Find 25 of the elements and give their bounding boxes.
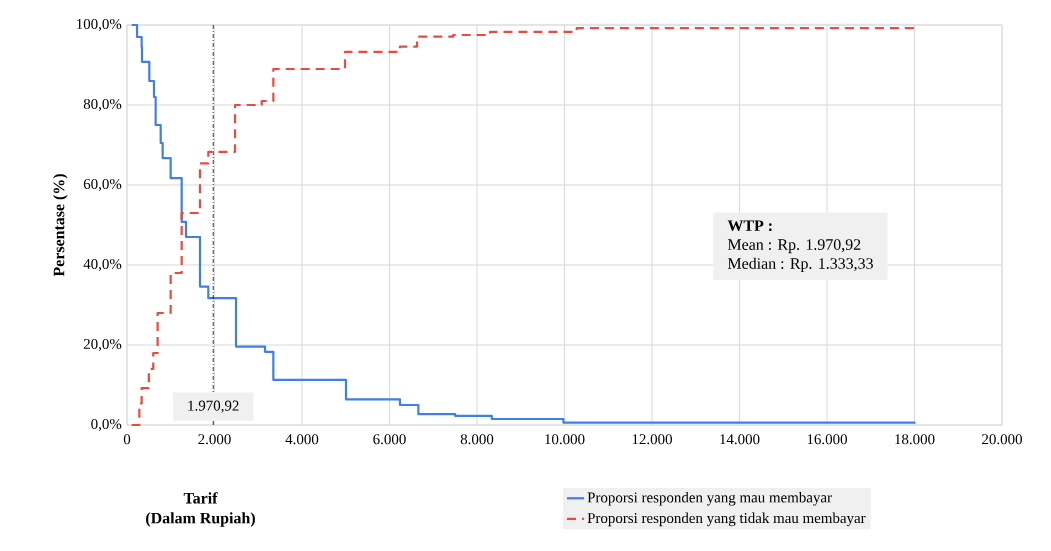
y-tick-label: 0,0% — [91, 418, 122, 432]
legend-label: Proporsi responden yang mau membayar — [587, 491, 832, 506]
x-tick-label: 2.000 — [198, 434, 231, 445]
ref-line-label: 1.970,92 — [188, 400, 239, 413]
y-tick-label: 100,0% — [77, 18, 122, 32]
x-tick-label: 0 — [123, 434, 131, 445]
x-tick-label: 14.000 — [720, 434, 760, 445]
y-tick-label: 80,0% — [83, 98, 122, 112]
y-tick-label: 40,0% — [83, 258, 122, 272]
x-tick-label: 4.000 — [285, 434, 319, 445]
x-tick-label: 10.000 — [545, 434, 585, 445]
x-tick-label: 16.000 — [807, 434, 847, 445]
x-tick-label: 8.000 — [460, 434, 494, 445]
x-axis-title: Tarif (Dalam Rupiah) — [146, 492, 255, 527]
x-tick-label: 18.000 — [895, 434, 935, 445]
x-tick-label: 6.000 — [373, 434, 406, 445]
y-tick-label: 20,0% — [83, 338, 122, 352]
annotation: WTP : — [727, 220, 772, 232]
x-tick-label: 20.000 — [982, 434, 1022, 445]
y-axis-title: Persentase (%) — [53, 174, 68, 277]
legend-label: Proporsi responden yang tidak mau membayar — [587, 512, 866, 527]
x-tick-label: 12.000 — [632, 434, 672, 445]
annotation: Mean : Rp. 1.970,92 — [727, 239, 861, 254]
annotation: Median : Rp. 1.333,33 — [727, 257, 873, 273]
y-tick-label: 60,0% — [83, 178, 122, 192]
